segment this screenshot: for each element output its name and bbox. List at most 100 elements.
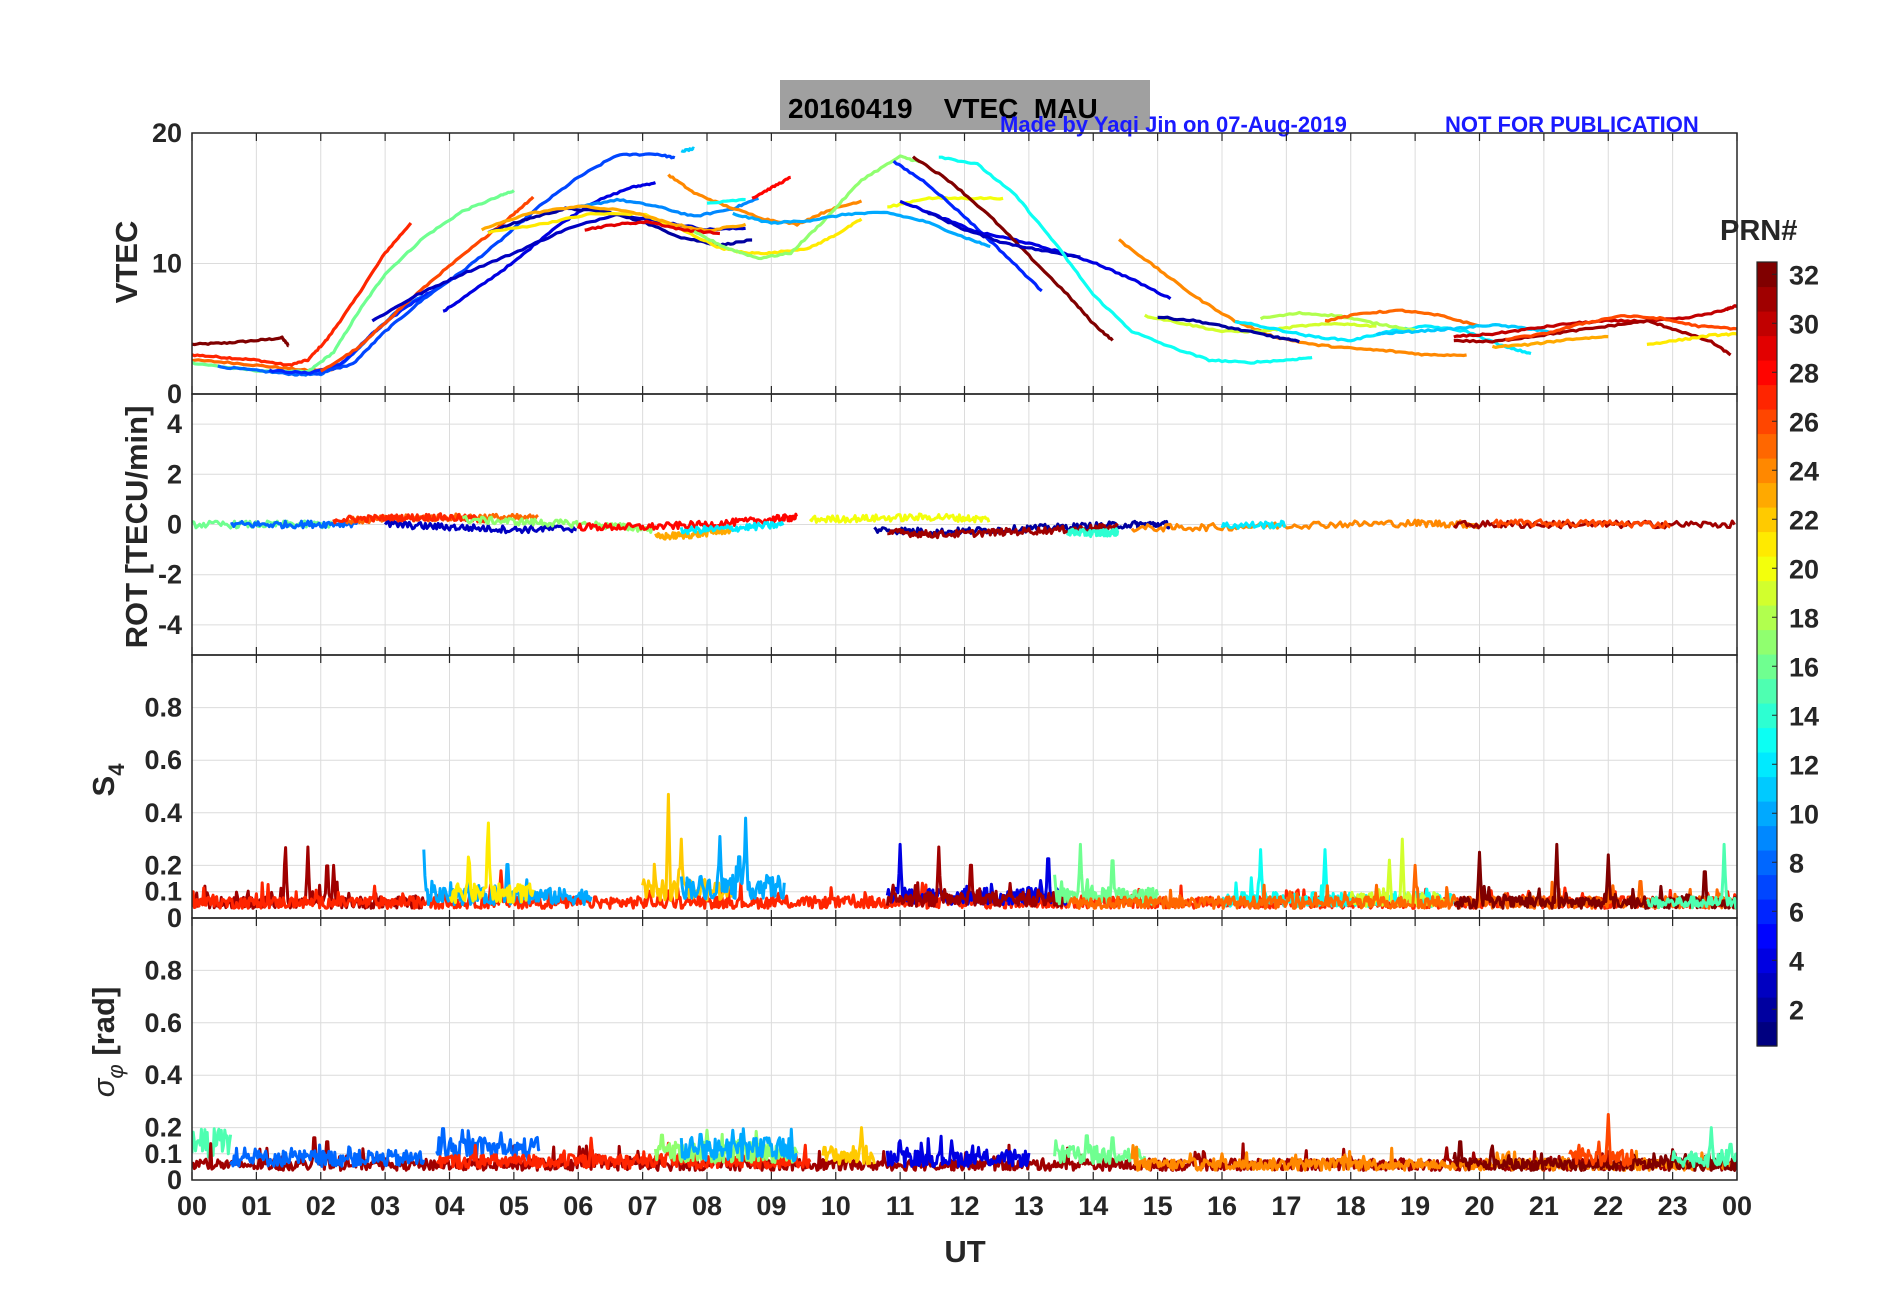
x-tick-label: 00	[1722, 1191, 1752, 1221]
colorbar-tick-label: 32	[1789, 260, 1819, 290]
s4-y-tick-label: 0	[167, 903, 182, 933]
colorbar-segment	[1757, 507, 1777, 533]
rot-series-prn-28	[576, 512, 798, 532]
vtec-series-prn-26	[1505, 314, 1737, 341]
rot-series-prn-27	[332, 512, 487, 525]
vtec-series-group	[192, 146, 1737, 377]
sigma-phi-series-prn-24	[1130, 1144, 1737, 1172]
sigma-phi-series-prn-4	[885, 1134, 1031, 1168]
x-tick-label: 16	[1207, 1191, 1237, 1221]
colorbar-segment	[1757, 458, 1777, 484]
rot-y-tick-label: 0	[167, 510, 182, 540]
rot-y-tick-label: 4	[167, 409, 182, 439]
sigma-phi-series-prn-26	[1568, 1113, 1636, 1167]
vtec-series-prn-3	[371, 212, 746, 323]
colorbar-tick-label: 12	[1789, 750, 1819, 780]
colorbar-segment	[1757, 531, 1777, 557]
colorbar-tick-label: 20	[1789, 554, 1819, 584]
x-axis-label: UT	[944, 1234, 985, 1269]
rot-series-prn-12	[679, 520, 785, 536]
s4-y-tick-label: 0.4	[144, 798, 182, 828]
vtec-series-prn-29	[584, 219, 720, 236]
x-tick-label: 07	[628, 1191, 658, 1221]
rot-series-prn-12	[1220, 519, 1287, 530]
sigma-phi-series-prn-8	[229, 1143, 426, 1168]
vtec-y-tick-label: 0	[167, 379, 182, 409]
sigma-phi-y-tick-label: 0.1	[144, 1139, 182, 1169]
vtec-series-prn-4	[899, 199, 1172, 300]
s4-panel: 00.10.2 0.4 0.6 0.8	[144, 654, 1738, 933]
s4-series-prn-16	[1053, 842, 1160, 906]
x-tick-label: 23	[1658, 1191, 1688, 1221]
sigma-phi-series-prn-15	[1671, 1126, 1737, 1169]
colorbar-segment	[1757, 580, 1777, 606]
colorbar-segment	[1757, 678, 1777, 704]
x-tick-label: 13	[1014, 1191, 1044, 1221]
x-tick-label: 06	[563, 1191, 593, 1221]
colorbar-segment	[1757, 752, 1777, 778]
colorbar-segment	[1757, 384, 1777, 410]
colorbar-segment	[1757, 948, 1777, 974]
vtec-panel: 0 10 20	[152, 118, 1738, 409]
vtec-series-prn-18	[1259, 310, 1416, 332]
sigma-phi-y-tick-label: 0.4	[144, 1060, 182, 1090]
x-tick-labels: 00 01 02 03 04 05 06 07 08 09 10 11 12 13 14 15 16 17 18 19…	[177, 1191, 1752, 1221]
sigma-phi-axes-frame	[191, 917, 1738, 1181]
colorbar-segment	[1757, 703, 1777, 729]
rot-series-prn-24	[1130, 518, 1480, 533]
vtec-series-prn-9	[578, 196, 759, 218]
sigma-phi-panel: 00.10.2 0.4 0.6 0.8	[144, 917, 1738, 1195]
colorbar-segment	[1757, 629, 1777, 655]
rot-series-prn-23	[654, 525, 733, 541]
rot-y-tick-label: -2	[158, 560, 182, 590]
rot-panel: -4 -2 0 2 4	[158, 393, 1738, 656]
rot-ylabel: ROT [TECU/min]	[119, 406, 154, 649]
x-tick-label: 00	[177, 1191, 207, 1221]
rot-series-prn-26	[1491, 518, 1672, 529]
colorbar-segment	[1757, 972, 1777, 998]
vtec-series-prn-3	[924, 209, 1081, 259]
x-tick-label: 04	[434, 1191, 464, 1221]
colorbar-segment	[1757, 360, 1777, 386]
x-tick-label: 01	[241, 1191, 271, 1221]
colorbar-segment	[1757, 1021, 1777, 1047]
x-tick-label: 05	[499, 1191, 529, 1221]
colorbar-tick-label: 14	[1789, 701, 1819, 731]
vtec-series-prn-21	[487, 211, 863, 256]
colorbar-segment	[1757, 311, 1777, 337]
sigma-phi-series-group	[192, 1113, 1737, 1172]
x-tick-label: 11	[886, 1191, 915, 1221]
svg-text:σφ [rad]: σφ [rad]	[86, 987, 128, 1098]
vtec-ylabel: VTEC	[109, 221, 144, 304]
colorbar-tick-label: 16	[1789, 652, 1819, 682]
x-tick-label: 10	[821, 1191, 851, 1221]
colorbar-tick-label: 8	[1789, 848, 1804, 878]
s4-y-tick-label: 0.2	[144, 850, 182, 880]
vtec-series-prn-7	[314, 152, 676, 376]
title-box: 20160419 VTEC MAU	[780, 80, 1150, 130]
x-tick-label: 08	[692, 1191, 722, 1221]
sigma-phi-y-tick-label: 0.2	[144, 1113, 182, 1143]
vtec-series-prn-17	[693, 154, 920, 261]
x-tick-label: 12	[949, 1191, 979, 1221]
rot-series-group	[192, 512, 1736, 541]
colorbar-tick-label: 28	[1789, 358, 1819, 388]
colorbar-segment	[1757, 433, 1777, 459]
x-tick-label: 22	[1593, 1191, 1623, 1221]
vtec-series-prn-10	[732, 210, 991, 249]
vtec-series-prn-6	[892, 159, 1043, 293]
colorbar-segment	[1757, 335, 1777, 361]
s4-series-group	[192, 792, 1737, 910]
colorbar-segment	[1757, 899, 1777, 925]
svg-text:S4: S4	[86, 763, 129, 797]
rot-y-tick-label: -4	[158, 610, 182, 640]
colorbar-tick-label: 2	[1789, 995, 1804, 1025]
vtec-series-prn-13	[706, 197, 746, 205]
title-text: 20160419 VTEC MAU	[788, 93, 1098, 124]
x-tick-label: 19	[1400, 1191, 1430, 1221]
x-tick-label: 15	[1143, 1191, 1173, 1221]
vtec-series-prn-23	[1491, 334, 1609, 349]
colorbar-segment	[1757, 654, 1777, 680]
colorbar-tick-label: 10	[1789, 799, 1819, 829]
